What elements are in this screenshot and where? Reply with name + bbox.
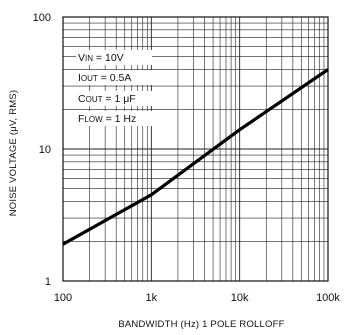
annotation-value: = 1 Hz (103, 113, 137, 125)
annotation-line: IOUT = 0.5A (78, 72, 131, 84)
x-tick-label: 10k (231, 292, 249, 304)
y-tick-label: 10 (39, 144, 51, 156)
annotation-line: VIN = 10V (78, 52, 124, 64)
annotation-symbol: F (78, 113, 84, 125)
annotation-subscript: IN (85, 54, 93, 63)
x-tick-label: 100 (54, 292, 72, 304)
y-tick-labels: 1 10 100 (33, 12, 51, 288)
annotation-symbol: I (78, 72, 81, 84)
annotation-background (76, 111, 152, 126)
annotation-symbol: C (78, 93, 86, 105)
annotation-value: = 0.5A (98, 72, 132, 84)
x-tick-label: 100k (316, 292, 340, 304)
annotation-value: = 1 μF (102, 93, 135, 105)
plot-frame (62, 16, 329, 282)
noise-series-line (62, 68, 329, 246)
annotation-subscript: LOW (84, 115, 103, 124)
y-tick-label: 1 (45, 276, 51, 288)
annotation-value: = 10V (93, 52, 124, 64)
annotation-subscript: OUT (86, 95, 103, 104)
annotation-subscript: OUT (81, 74, 98, 83)
annotation-line: COUT = 1 μF (78, 93, 136, 105)
annotation-background (76, 91, 152, 106)
y-axis-label: NOISE VOLTAGE (μV, RMS) (8, 90, 19, 217)
annotation-line: FLOW = 1 Hz (78, 113, 136, 125)
x-axis-label: BANDWIDTH (Hz) 1 POLE ROLLOFF (118, 319, 284, 330)
annotation-background (76, 50, 152, 65)
y-tick-label: 100 (33, 12, 51, 24)
x-tick-labels: 100 1k 10k 100k (54, 292, 341, 304)
annotation-symbol: V (78, 52, 85, 64)
annotation-background (76, 70, 152, 85)
x-tick-label: 1k (146, 292, 158, 304)
series-lines (62, 68, 329, 246)
